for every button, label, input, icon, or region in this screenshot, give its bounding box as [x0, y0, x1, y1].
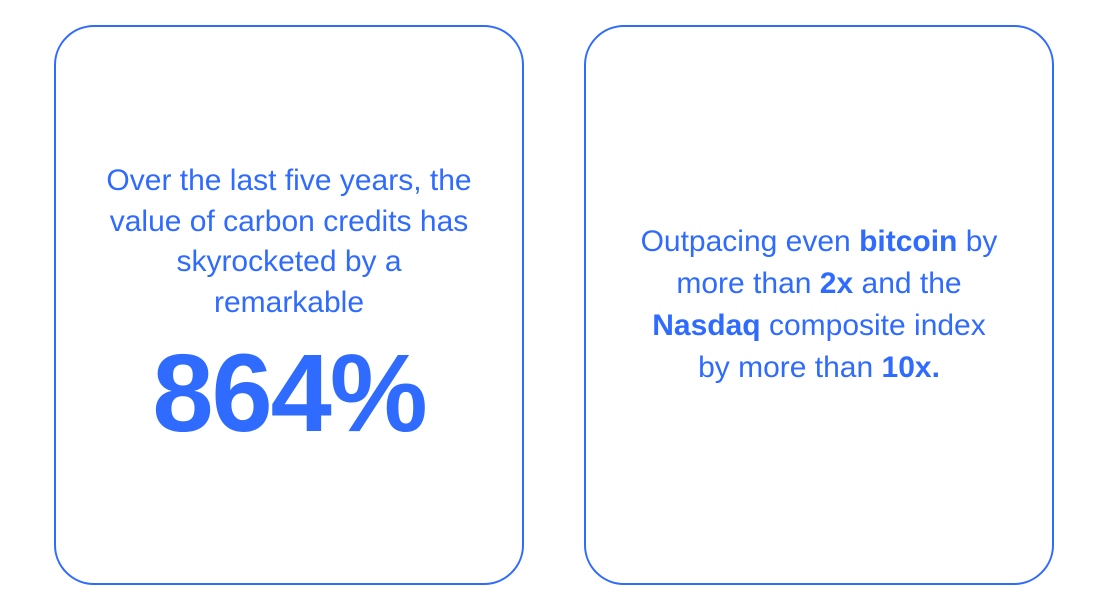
compare-text: Outpacing even bitcoin by more than 2x a…	[636, 221, 1002, 389]
bold-segment: Nasdaq	[652, 309, 760, 342]
bold-segment: bitcoin	[859, 225, 957, 258]
big-number: 864%	[152, 339, 425, 449]
stat-card-right: Outpacing even bitcoin by more than 2x a…	[584, 25, 1054, 585]
bold-segment: 10x.	[882, 351, 940, 384]
text-segment: and the	[853, 267, 961, 300]
bold-segment: 2x	[820, 267, 853, 300]
stat-card-left: Over the last five years, the value of c…	[54, 25, 524, 585]
lead-text: Over the last five years, the value of c…	[106, 161, 472, 323]
text-segment: Outpacing even	[641, 225, 859, 258]
